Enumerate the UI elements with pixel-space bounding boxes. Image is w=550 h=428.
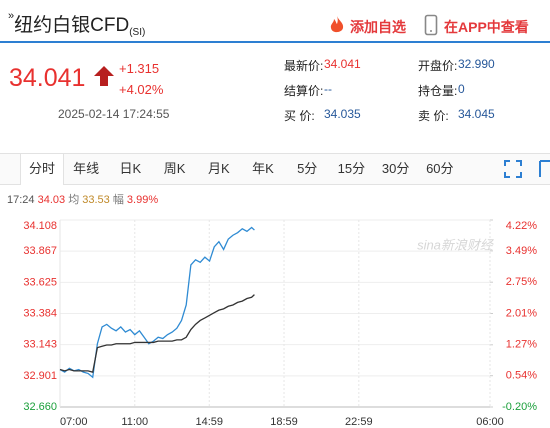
header-title: 纽约白银CFD <box>14 15 130 36</box>
header-arrow: » <box>8 10 15 22</box>
tab[interactable]: 周K <box>163 161 186 176</box>
price-line <box>59 294 255 373</box>
x-tick-label: 07:00 <box>60 416 88 428</box>
chart: sina新浪财经 34.108 33.867 33.625 33.384 33.143 3… <box>23 219 537 428</box>
y2-tick-label: 4.22% <box>506 220 537 232</box>
info-range-label: 幅 <box>112 194 124 206</box>
field-value: -- <box>324 82 332 96</box>
y-tick-label: 32.660 <box>23 401 57 413</box>
field-label: 开盘价: <box>418 59 458 73</box>
tab[interactable]: 年K <box>252 161 274 176</box>
add-watchlist[interactable]: 添加自选 <box>350 19 406 35</box>
y2-tick-label: -0.20% <box>502 401 537 413</box>
info-line: 17:24 34.03 均 33.53 幅 3.99% <box>7 191 158 207</box>
y-tick-label: 32.901 <box>23 370 57 382</box>
tab[interactable]: 30分 <box>381 161 410 176</box>
y-tick-label: 33.143 <box>23 339 57 351</box>
y-tick-label: 34.108 <box>23 220 57 232</box>
y2-tick-label: 2.01% <box>506 307 537 319</box>
field-label: 最新价: <box>284 59 324 73</box>
y2-tick-label: 3.49% <box>506 245 537 257</box>
tab[interactable]: 年线 <box>73 161 100 176</box>
tab[interactable]: 5分 <box>297 161 318 176</box>
field-value: 0 <box>458 82 465 96</box>
x-tick-label: 22:59 <box>345 416 373 428</box>
price-line <box>59 226 255 379</box>
x-tick-label: 11:00 <box>121 416 148 428</box>
change-pct: +4.02% <box>119 82 164 97</box>
info-time: 17:24 <box>7 194 35 206</box>
x-tick-label: 06:00 <box>476 416 504 428</box>
y-tick-label: 33.384 <box>23 307 57 319</box>
quote-time: 2025-02-14 17:24:55 <box>58 107 170 121</box>
open-app[interactable]: 在APP中查看 <box>444 19 529 35</box>
info-price: 34.03 <box>37 194 66 206</box>
header-code: (SI) <box>129 27 146 38</box>
tab[interactable]: 分时 <box>20 154 64 185</box>
field-value: 34.041 <box>324 57 361 71</box>
price: 34.041 <box>9 64 86 92</box>
phone-icon <box>424 14 438 36</box>
fire-icon <box>330 16 344 33</box>
field-label: 买 价: <box>284 109 315 123</box>
fullscreen-icon[interactable] <box>504 160 522 178</box>
tab[interactable]: 月K <box>207 161 230 176</box>
watermark: sina新浪财经 <box>417 237 495 252</box>
x-tick-label: 14:59 <box>195 416 223 428</box>
tab-bar: 分时 年线 日K 周K 月K 年K 5分 15分 30分 60分 <box>0 153 550 185</box>
header-rule <box>0 41 550 43</box>
tab[interactable]: 60分 <box>426 161 454 176</box>
field-value: 32.990 <box>458 57 495 71</box>
y2-tick-label: 2.75% <box>506 276 537 288</box>
field-label: 卖 价: <box>418 109 449 123</box>
change: +1.315 <box>119 61 160 76</box>
y2-tick-label: 1.27% <box>506 339 537 351</box>
field-label: 结算价: <box>284 84 324 98</box>
up-arrow <box>94 66 114 86</box>
info-avg-label: 均 <box>68 194 80 206</box>
field-value: 34.045 <box>458 107 495 121</box>
info-avg: 33.53 <box>82 194 110 206</box>
tab[interactable]: 15分 <box>337 161 366 176</box>
x-tick-label: 18:59 <box>270 416 298 428</box>
y-tick-label: 33.625 <box>23 276 57 288</box>
header-title-row: »纽约白银CFD(SI) <box>8 10 145 38</box>
field-label: 持仓量: <box>418 84 458 98</box>
field-value: 34.035 <box>324 107 361 121</box>
settings-icon[interactable] <box>536 160 550 178</box>
y-tick-label: 33.867 <box>23 245 57 257</box>
info-range: 3.99% <box>126 194 159 206</box>
tab[interactable]: 日K <box>119 161 142 176</box>
y2-tick-label: 0.54% <box>506 370 537 382</box>
